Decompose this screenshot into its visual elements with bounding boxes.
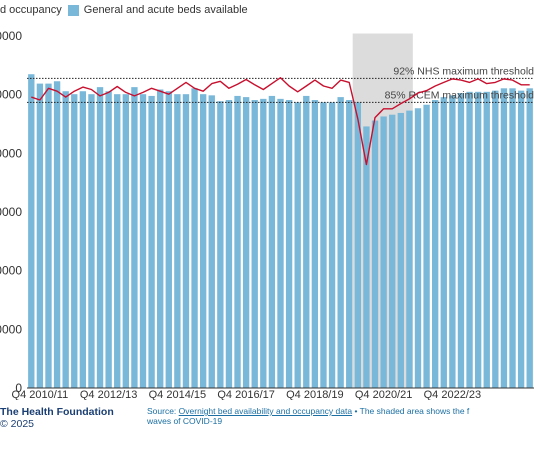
beds-available-bar [79, 91, 87, 388]
beds-available-bar [389, 114, 396, 388]
y-tick-label: 0 [15, 381, 22, 395]
beds-available-bar [303, 95, 310, 388]
beds-available-bar [311, 100, 319, 388]
beds-available-bar [346, 100, 353, 388]
beds-available-bar [440, 97, 447, 388]
nhs-threshold-label: 92% NHS maximum threshold [393, 65, 534, 77]
beds-available-bar [96, 87, 104, 388]
x-tick-label: Q4 2010/11 [12, 389, 69, 400]
beds-available-bar [53, 81, 61, 388]
shaded-area-note-cont: waves of COVID-19 [147, 416, 223, 426]
beds-available-bar [88, 94, 95, 388]
source-bullet: • [352, 406, 360, 416]
beds-available-bar [449, 95, 456, 388]
beds-available-bar [500, 88, 508, 388]
beds-available-bar [208, 95, 215, 388]
beds-available-bar [380, 116, 387, 388]
beds-available-bar [36, 83, 44, 388]
beds-available-bar [148, 95, 155, 388]
x-tick-label: Q4 2018/19 [286, 389, 344, 400]
beds-available-bar [191, 88, 198, 388]
beds-available-bar [268, 95, 276, 388]
beds-available-bar [251, 100, 258, 388]
beds-available-bar [397, 112, 404, 388]
footer-source: Source: Overnight bed availability and o… [147, 406, 534, 426]
beds-available-bar [122, 94, 130, 388]
beds-available-bar [406, 110, 413, 388]
beds-available-bar [28, 74, 35, 388]
beds-available-bar [354, 102, 362, 388]
occupancy-line [31, 76, 530, 166]
beds-available-bar [466, 91, 473, 388]
beds-available-bar [363, 126, 370, 388]
beds-available-bar [526, 88, 533, 388]
beds-available-bar [431, 100, 439, 388]
beds-available-bar [474, 91, 482, 388]
beds-available-bar [285, 100, 293, 388]
x-tick-label: Q4 2016/17 [217, 389, 275, 400]
beds-available-bar [62, 91, 69, 388]
beds-available-bar [234, 95, 241, 388]
source-link[interactable]: Overnight bed availability and occupancy… [178, 406, 353, 416]
organization-name: The Health Foundation [0, 406, 114, 418]
beds-available-bar [457, 92, 465, 388]
beds-available-bar [483, 91, 490, 388]
beds-available-bar [45, 83, 52, 388]
beds-available-bar [423, 104, 430, 388]
source-label: Source: [147, 406, 177, 416]
footer-organization: The Health Foundation © 2025 [0, 406, 114, 430]
beds-available-bar [294, 102, 301, 388]
beds-available-bar [277, 98, 284, 388]
beds-available-bar [509, 88, 516, 388]
legend-beds-label: General and acute beds available [83, 4, 248, 16]
beds-available-bar [131, 87, 138, 388]
beds-available-bar [337, 97, 344, 388]
beds-available-bar [217, 101, 224, 388]
beds-available-bar [492, 90, 499, 388]
x-tick-label: Q4 2022/23 [424, 389, 482, 400]
beds-available-bar [517, 90, 525, 388]
legend-occupancy-label: d occupancy [0, 4, 62, 16]
beds-available-bar [320, 102, 327, 388]
x-tick-label: Q4 2014/15 [149, 389, 207, 400]
beds-available-bar [260, 98, 267, 388]
beds-available-bar [199, 94, 207, 388]
beds-available-bar [414, 108, 422, 388]
chart-legend: d occupancy General and acute beds avail… [0, 3, 248, 17]
beds-available-bar [71, 94, 78, 388]
x-tick-label: Q4 2012/13 [80, 389, 138, 400]
beds-available-bar [371, 120, 379, 388]
legend-beds-swatch [67, 4, 79, 16]
beds-available-bar [182, 94, 190, 388]
beds-available-bar [165, 91, 172, 388]
x-tick-label: Q4 2020/21 [355, 389, 413, 400]
beds-available-bar [242, 97, 250, 388]
beds-available-bar [105, 91, 112, 388]
bed-occupancy-chart: 000000000000000000000000092% NHS maximum… [0, 29, 534, 400]
beds-available-bar [328, 102, 336, 388]
beds-available-bar [139, 94, 147, 388]
beds-available-bar [174, 94, 181, 388]
beds-available-bar [225, 100, 233, 388]
beds-available-bar [114, 94, 121, 388]
shaded-area-note: The shaded area shows the f [359, 406, 470, 416]
copyright-text: © 2025 [0, 418, 35, 430]
beds-available-bar [157, 89, 164, 388]
